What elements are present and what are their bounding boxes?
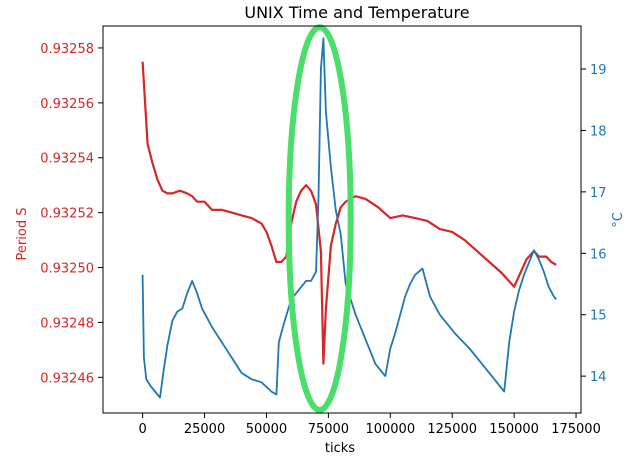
y-left-tick-label: 0.93252 <box>40 207 94 222</box>
y-right-tick-label: 19 <box>590 63 607 78</box>
x-tick-label: 0 <box>138 422 146 437</box>
x-tick-label: 100000 <box>365 422 415 437</box>
x-tick-label: 25000 <box>184 422 225 437</box>
y-left-tick-label: 0.93250 <box>40 262 94 277</box>
y-left-tick-label: 0.93246 <box>40 371 94 386</box>
y-left-tick-label: 0.93258 <box>40 42 94 57</box>
axes-layer: 0 25000 50000 75000 100000 125000 150000 175000… <box>40 25 607 437</box>
y-right-tick-label: 17 <box>590 186 607 201</box>
y-right-tick-label: 16 <box>590 247 607 262</box>
y-left-tick-label: 0.93254 <box>40 152 94 167</box>
plot-frame <box>102 25 582 414</box>
x-axis-label: ticks <box>325 441 355 456</box>
y-right-tick-label: 18 <box>590 124 607 139</box>
highlight-ellipse <box>285 24 354 413</box>
y-right-tick-label: 14 <box>590 370 607 385</box>
y-axis-left-label: Period S <box>15 208 30 261</box>
y-left-tick-label: 0.93248 <box>40 316 94 331</box>
x-tick-label: 50000 <box>246 422 287 437</box>
x-tick-label: 125000 <box>427 422 477 437</box>
period-series-line <box>141 61 557 365</box>
y-right-tick-label: 15 <box>590 309 607 324</box>
x-tick-label: 175000 <box>551 422 601 437</box>
y-axis-right-label: °C <box>611 212 626 228</box>
x-tick-label: 150000 <box>489 422 539 437</box>
chart-title: UNIX Time and Temperature <box>244 3 469 22</box>
series-layer <box>141 37 557 399</box>
y-left-tick-label: 0.93256 <box>40 97 94 112</box>
temperature-series-line <box>141 37 557 399</box>
x-tick-label: 75000 <box>308 422 349 437</box>
annotation-layer <box>285 24 354 413</box>
